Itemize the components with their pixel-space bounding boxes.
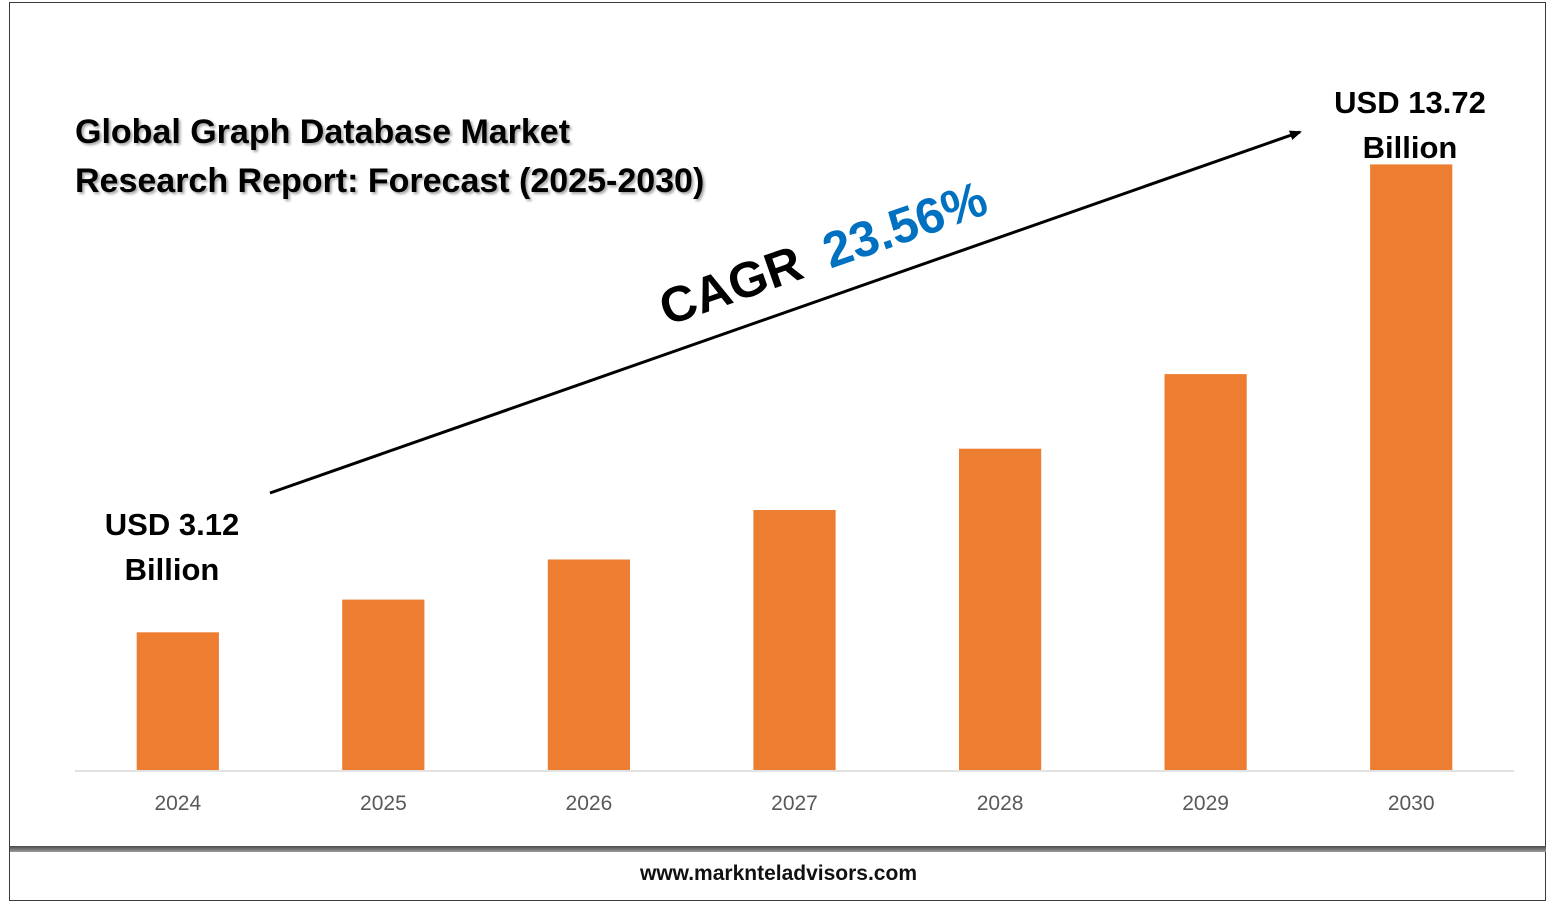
- x-tick-2030: 2030: [1388, 792, 1435, 815]
- x-tick-labels: 2024 2025 2026 2027 2028 2029 2030: [154, 792, 1434, 815]
- bar-2026: [547, 559, 630, 770]
- bar-series: [136, 164, 1453, 770]
- end-value-label: USD 13.72 Billion: [1334, 85, 1486, 165]
- x-tick-2025: 2025: [360, 792, 407, 815]
- chart-title-line-1: Global Graph Database Market: [75, 113, 570, 151]
- footer-divider: [10, 846, 1546, 852]
- x-tick-2029: 2029: [1182, 792, 1229, 815]
- bar-2028: [959, 448, 1042, 770]
- cagr-label: CAGR: [652, 235, 809, 337]
- start-value-line-2: Billion: [125, 552, 220, 587]
- bar-2025: [342, 599, 425, 770]
- chart-title: Global Graph Database Market Research Re…: [75, 113, 704, 200]
- footer-website-link[interactable]: www.marknteladvisors.com: [640, 862, 917, 885]
- bar-2024: [136, 632, 219, 770]
- cagr-arrow: [269, 130, 1302, 495]
- start-value-label: USD 3.12 Billion: [105, 507, 239, 587]
- end-value-line-2: Billion: [1363, 130, 1458, 165]
- cagr-value: 23.56%: [816, 170, 995, 279]
- bar-2029: [1164, 374, 1247, 770]
- start-value-line-1: USD 3.12: [105, 507, 239, 542]
- x-tick-2024: 2024: [154, 792, 201, 815]
- chart-title-line-2: Research Report: Forecast (2025-2030): [75, 162, 704, 200]
- x-tick-2027: 2027: [771, 792, 818, 815]
- bar-2030: [1370, 164, 1453, 770]
- end-value-line-1: USD 13.72: [1334, 85, 1486, 120]
- x-tick-2026: 2026: [566, 792, 613, 815]
- bar-2027: [753, 510, 836, 770]
- x-tick-2028: 2028: [977, 792, 1024, 815]
